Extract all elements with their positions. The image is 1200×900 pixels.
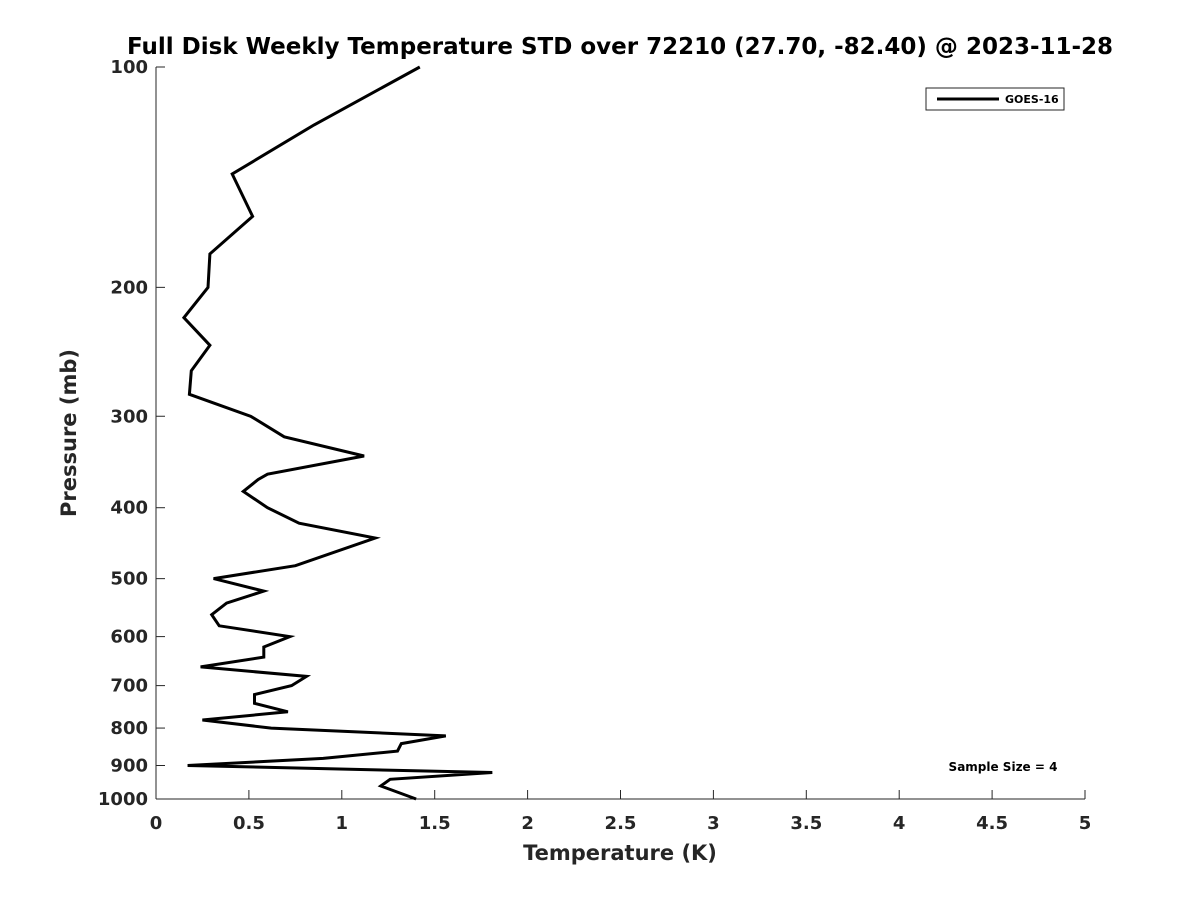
x-tick-label: 4.5	[976, 813, 1008, 834]
x-tick-label: 0	[150, 813, 163, 834]
x-tick-label: 4	[893, 813, 906, 834]
x-tick-label: 3	[707, 813, 720, 834]
y-tick-label: 400	[110, 498, 148, 519]
series-line-goes-16	[181, 65, 493, 801]
sample-size-annotation: Sample Size = 4	[949, 760, 1058, 774]
y-tick-label: 600	[110, 627, 148, 648]
x-tick-label: 1.5	[419, 813, 451, 834]
legend: GOES-16	[925, 87, 1065, 111]
y-tick-label: 1000	[98, 789, 148, 810]
x-tick-label: 3.5	[790, 813, 822, 834]
y-tick-label: 300	[110, 406, 148, 427]
x-tick-label: 2.5	[605, 813, 637, 834]
y-tick-label: 700	[110, 676, 148, 697]
legend-label: GOES-16	[1005, 93, 1059, 106]
y-tick-label: 800	[110, 718, 148, 739]
x-tick-label: 0.5	[233, 813, 265, 834]
y-axis-label: Pressure (mb)	[57, 349, 81, 517]
y-tick-label: 500	[110, 569, 148, 590]
axes: 0 0.5 1 1.5 2 2.5 3 3.5 4 4.5 5 100 200 300 400 500 600 7…	[98, 57, 1091, 834]
x-tick-label: 2	[521, 813, 534, 834]
y-tick-label: 200	[110, 277, 148, 298]
x-axis-label: Temperature (K)	[523, 841, 717, 865]
x-tick-label: 5	[1079, 813, 1092, 834]
y-tick-label: 100	[110, 57, 148, 78]
y-tick-label: 900	[110, 756, 148, 777]
chart-title: Full Disk Weekly Temperature STD over 72…	[127, 34, 1113, 60]
x-tick-label: 1	[336, 813, 349, 834]
